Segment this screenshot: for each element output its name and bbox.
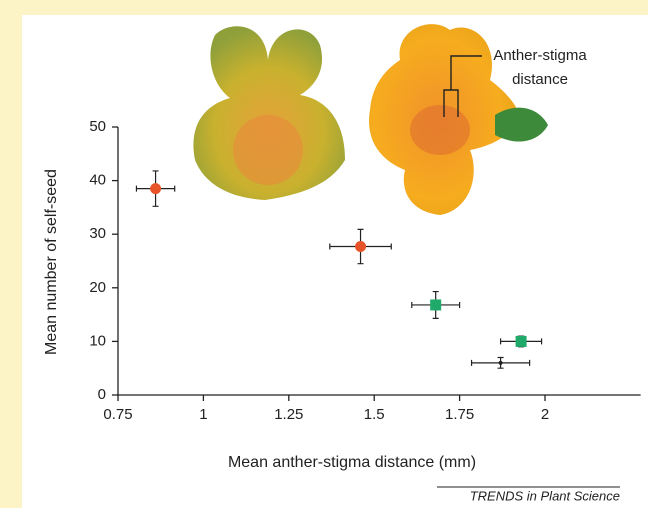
annotation-bracket bbox=[443, 55, 482, 117]
source: TRENDS in Plant Science bbox=[470, 488, 620, 503]
flower-left bbox=[193, 26, 345, 201]
y-tick-label: 10 bbox=[89, 332, 106, 349]
y-tick-label: 0 bbox=[98, 386, 106, 403]
x-tick-label: 1 bbox=[199, 406, 207, 423]
x-tick-label: 2 bbox=[541, 406, 549, 423]
annotation: Anther-stigma bbox=[493, 47, 587, 64]
annotation: distance bbox=[512, 71, 568, 88]
y-tick-label: 20 bbox=[89, 279, 106, 296]
point bbox=[430, 299, 442, 311]
flower-right bbox=[369, 24, 548, 215]
x-tick-label: 1.75 bbox=[445, 406, 474, 423]
x-tick-label: 1.5 bbox=[364, 406, 385, 423]
panel bbox=[22, 15, 648, 508]
y-tick-label: 50 bbox=[89, 118, 106, 135]
y-tick-label: 40 bbox=[89, 172, 106, 189]
x-tick-label: 0.75 bbox=[103, 406, 132, 423]
y-tick-label: 30 bbox=[89, 225, 106, 242]
x-axis-label: Mean anther-stigma distance (mm) bbox=[228, 454, 476, 471]
y-axis-label: Mean number of self-seed bbox=[43, 169, 60, 355]
point bbox=[150, 183, 162, 195]
x-tick-label: 1.25 bbox=[274, 406, 303, 423]
point bbox=[515, 335, 527, 347]
point bbox=[498, 360, 503, 365]
point bbox=[355, 241, 367, 253]
